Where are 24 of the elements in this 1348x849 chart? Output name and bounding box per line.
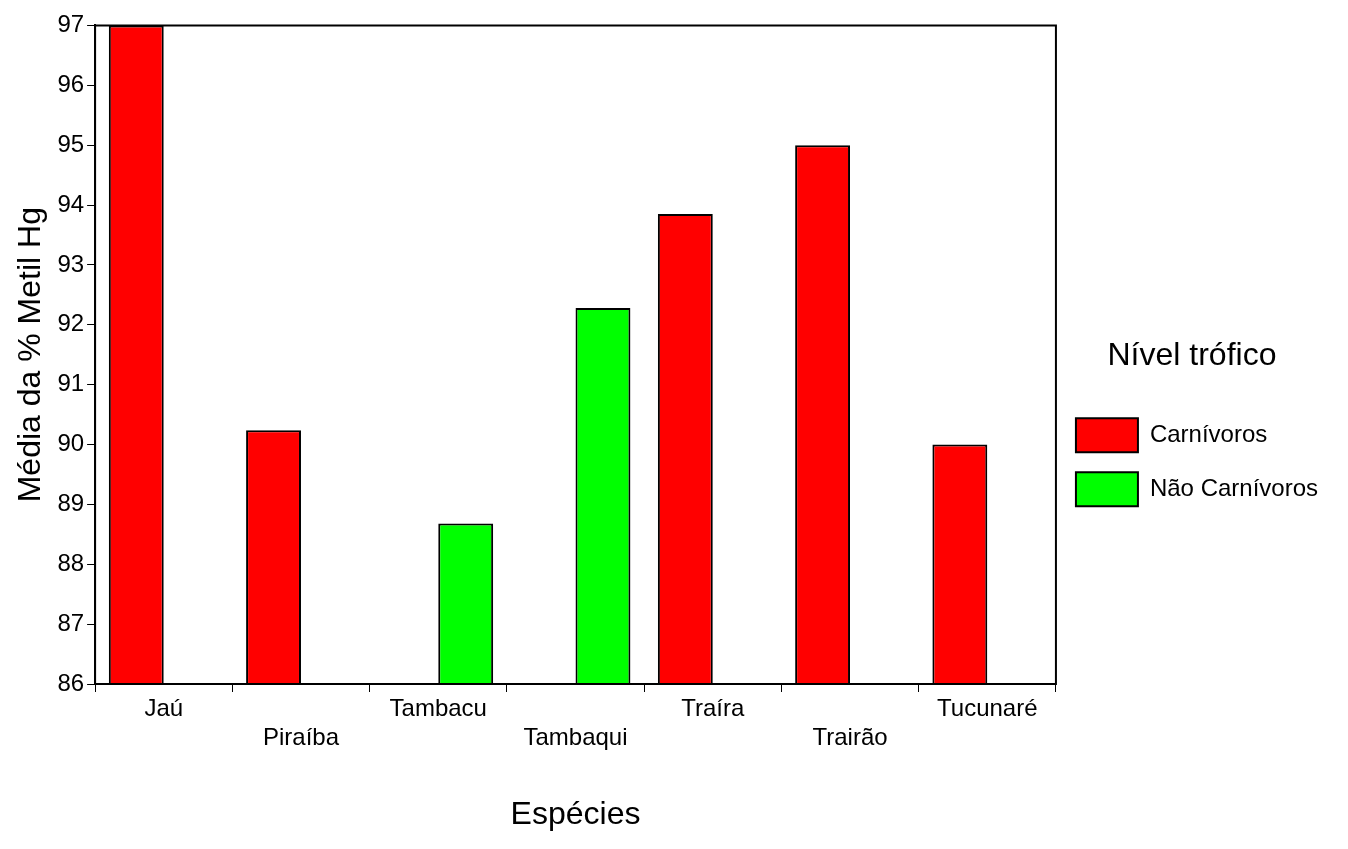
y-tick-label: 91 — [57, 369, 85, 397]
y-tick-label: 92 — [57, 309, 85, 337]
x-axis-title: Espécies — [510, 794, 641, 831]
y-tick-label: 96 — [57, 69, 85, 97]
y-tick-label: 89 — [57, 489, 85, 517]
y-tick-label: 88 — [57, 548, 85, 576]
y-tick-label: 94 — [57, 189, 85, 217]
legend-label: Não Carnívoros — [1149, 473, 1319, 501]
y-axis-title: Média da % Metil Hg — [11, 207, 48, 503]
y-tick-label: 97 — [57, 10, 85, 38]
x-tick-label: Tambacu — [389, 694, 487, 722]
legend-title: Nível trófico — [1107, 335, 1277, 372]
y-tick-label: 87 — [57, 608, 85, 636]
y-tick-label: 95 — [57, 129, 85, 157]
x-tick-label: Trairão — [812, 722, 888, 750]
x-tick-label: Tambaqui — [523, 722, 628, 750]
legend-label: Carnívoros — [1149, 419, 1268, 447]
x-tick-label: Piraíba — [262, 722, 340, 750]
x-tick-label: Tucunaré — [937, 694, 1038, 722]
y-tick-label: 86 — [57, 668, 85, 696]
y-tick-label: 90 — [57, 429, 85, 457]
x-tick-label: Traíra — [681, 694, 745, 722]
y-tick-label: 93 — [57, 249, 85, 277]
x-tick-label: Jaú — [144, 694, 184, 722]
